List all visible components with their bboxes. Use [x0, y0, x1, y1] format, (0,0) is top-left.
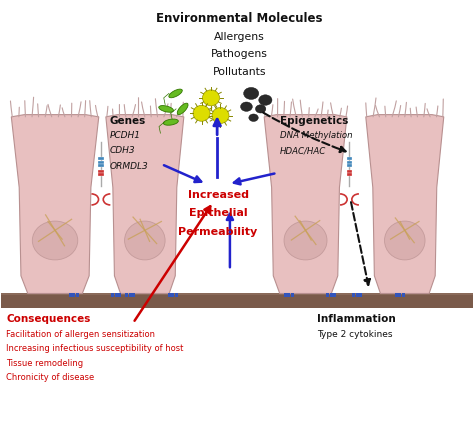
Ellipse shape: [169, 89, 182, 98]
Text: HDAC/HAC: HDAC/HAC: [280, 147, 326, 155]
Bar: [175, 293, 178, 297]
Bar: [69, 293, 72, 297]
Ellipse shape: [32, 221, 78, 260]
Text: Facilitation of allergen sensitization: Facilitation of allergen sensitization: [6, 330, 155, 339]
FancyBboxPatch shape: [0, 293, 474, 307]
Text: DNA Methylation: DNA Methylation: [280, 131, 352, 140]
Ellipse shape: [249, 114, 258, 121]
Ellipse shape: [159, 105, 173, 112]
Bar: [132, 293, 136, 297]
Bar: [346, 161, 352, 164]
Ellipse shape: [259, 95, 272, 105]
Text: Type 2 cytokines: Type 2 cytokines: [318, 330, 393, 339]
Ellipse shape: [384, 221, 425, 260]
Polygon shape: [264, 115, 347, 293]
Polygon shape: [106, 115, 184, 293]
Bar: [168, 293, 171, 297]
Text: Inflammation: Inflammation: [318, 314, 396, 324]
FancyBboxPatch shape: [0, 292, 474, 295]
Text: Environmental Molecules: Environmental Molecules: [156, 12, 323, 25]
Bar: [98, 173, 104, 176]
Bar: [76, 293, 79, 297]
Ellipse shape: [244, 87, 259, 99]
Text: ORMDL3: ORMDL3: [109, 162, 148, 171]
Bar: [118, 293, 121, 297]
Polygon shape: [366, 115, 444, 293]
Bar: [326, 293, 329, 297]
Bar: [330, 293, 333, 297]
Text: Pathogens: Pathogens: [211, 49, 268, 59]
Bar: [98, 161, 104, 164]
Text: Chronicity of disease: Chronicity of disease: [6, 373, 95, 382]
Bar: [395, 293, 398, 297]
Bar: [291, 293, 294, 297]
Text: Pollutants: Pollutants: [213, 67, 266, 77]
Text: Epigenetics: Epigenetics: [280, 116, 348, 125]
Bar: [283, 293, 287, 297]
Ellipse shape: [177, 103, 188, 115]
Bar: [356, 293, 359, 297]
Bar: [359, 293, 362, 297]
Bar: [346, 164, 352, 167]
Text: Increasing infectious susceptibility of host: Increasing infectious susceptibility of …: [6, 344, 184, 353]
Text: Genes: Genes: [109, 116, 146, 125]
Bar: [98, 170, 104, 173]
Bar: [129, 293, 132, 297]
Polygon shape: [11, 115, 99, 293]
Bar: [72, 293, 75, 297]
Ellipse shape: [240, 102, 252, 111]
Text: Allergens: Allergens: [214, 31, 265, 42]
Bar: [98, 157, 104, 160]
Bar: [402, 293, 405, 297]
Text: CDH3: CDH3: [109, 147, 135, 155]
Text: Increased: Increased: [188, 190, 248, 200]
Bar: [111, 293, 114, 297]
Bar: [98, 164, 104, 167]
Text: Consequences: Consequences: [6, 314, 91, 324]
Text: Permeability: Permeability: [179, 227, 258, 237]
Bar: [346, 173, 352, 176]
Ellipse shape: [202, 90, 219, 106]
Bar: [352, 293, 355, 297]
Bar: [346, 157, 352, 160]
Bar: [346, 170, 352, 173]
Ellipse shape: [164, 119, 178, 125]
Bar: [172, 293, 174, 297]
Bar: [115, 293, 118, 297]
Ellipse shape: [255, 105, 266, 113]
Bar: [287, 293, 290, 297]
Text: Tissue remodeling: Tissue remodeling: [6, 359, 83, 368]
Bar: [333, 293, 337, 297]
Text: Epithelial: Epithelial: [189, 208, 247, 218]
Ellipse shape: [193, 105, 210, 121]
Text: PCDH1: PCDH1: [109, 131, 140, 140]
Bar: [125, 293, 128, 297]
Bar: [398, 293, 401, 297]
Ellipse shape: [212, 108, 229, 124]
Ellipse shape: [284, 221, 327, 260]
Ellipse shape: [125, 221, 165, 260]
